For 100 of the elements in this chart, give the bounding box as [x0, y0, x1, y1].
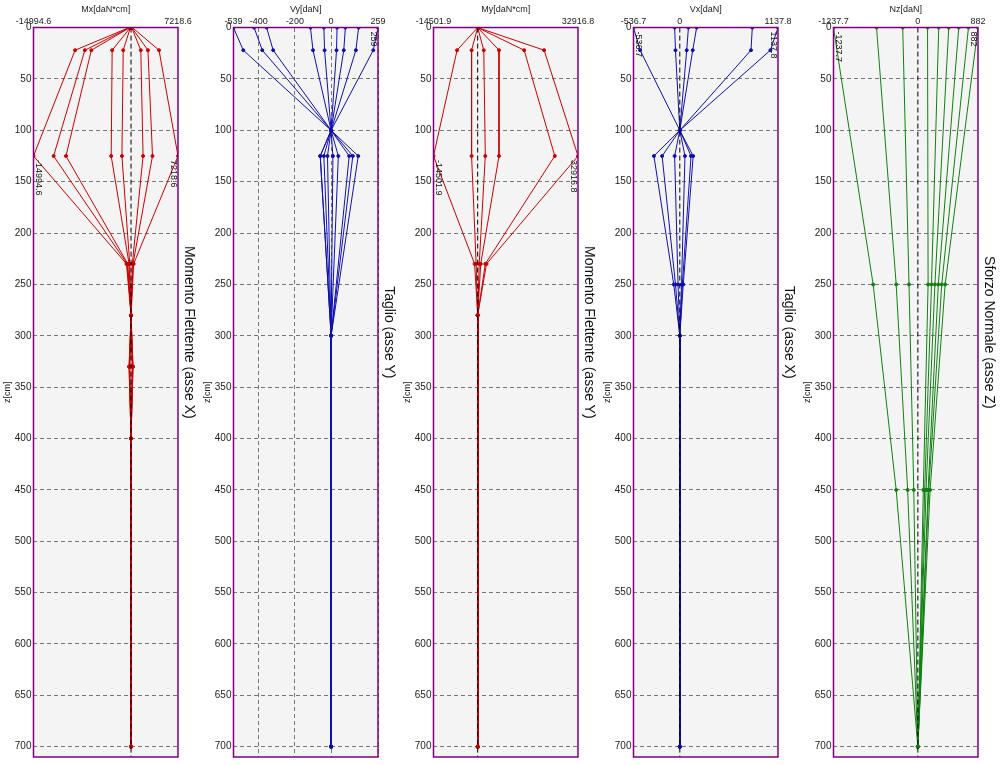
y-tick-label: 650 — [214, 689, 232, 701]
y-tick-label: 700 — [614, 740, 632, 752]
x-tick-label: 1137.8 — [764, 15, 792, 26]
y-axis-title: z[cm] — [601, 381, 612, 404]
y-tick-label: 450 — [214, 483, 232, 495]
y-tick-label: 50 — [420, 72, 432, 84]
y-tick-label: 700 — [214, 740, 232, 752]
y-tick-label: 550 — [614, 586, 632, 598]
y-tick-label: 350 — [214, 380, 232, 392]
x-axis-title: Mx[daN*cm] — [81, 3, 131, 14]
y-tick-label: 100 — [414, 124, 432, 136]
x-tick-label: 882 — [970, 15, 986, 26]
x-axis-title: My[daN*cm] — [481, 3, 531, 14]
x-axis-title: Nz[daN] — [889, 3, 922, 14]
y-tick-label: 300 — [14, 329, 32, 341]
y-tick-label: 300 — [414, 329, 432, 341]
y-tick-label: 350 — [414, 380, 432, 392]
text: Momento Flettente (asse X) — [182, 245, 199, 419]
y-tick-label: 400 — [14, 432, 32, 444]
y-tick-label: 300 — [214, 329, 232, 341]
y-tick-label: 50 — [220, 72, 232, 84]
x-tick-label: 259 — [370, 15, 386, 26]
y-tick-label: 600 — [814, 637, 832, 649]
y-tick-label: 600 — [214, 637, 232, 649]
y-tick-label: 150 — [614, 175, 632, 187]
y-tick-label: 600 — [414, 637, 432, 649]
y-tick-label: 450 — [814, 483, 832, 495]
y-tick-label: 50 — [820, 72, 832, 84]
y-tick-label: 550 — [414, 586, 432, 598]
y-tick-label: 250 — [214, 278, 232, 290]
y-tick-label: 500 — [414, 535, 432, 547]
y-tick-label: 700 — [414, 740, 432, 752]
annotation: -14994.6 — [33, 160, 44, 196]
y-tick-label: 100 — [814, 124, 832, 136]
y-axis-title: z[cm] — [401, 381, 412, 404]
y-tick-label: 300 — [614, 329, 632, 341]
y-tick-label: 600 — [14, 637, 32, 649]
y-tick-label: 550 — [14, 586, 32, 598]
annotation: 7218.6 — [169, 160, 180, 188]
y-tick-label: 200 — [614, 226, 632, 238]
annotation: 32916.8 — [569, 160, 580, 193]
y-tick-label: 50 — [20, 72, 32, 84]
y-tick-label: 350 — [14, 380, 32, 392]
x-axis-title: Vy[daN] — [289, 3, 322, 14]
x-tick-label: 0 — [677, 15, 683, 26]
y-tick-label: 250 — [14, 278, 32, 290]
y-tick-label: 350 — [814, 380, 832, 392]
y-tick-label: 600 — [614, 637, 632, 649]
y-tick-label: 650 — [414, 689, 432, 701]
y-axis-title: z[cm] — [201, 381, 212, 404]
y-tick-label: 150 — [14, 175, 32, 187]
y-tick-label: 200 — [14, 226, 32, 238]
y-tick-label: 550 — [814, 586, 832, 598]
x-tick-label: -400 — [249, 15, 268, 26]
y-tick-label: 350 — [614, 380, 632, 392]
y-tick-label: 150 — [214, 175, 232, 187]
y-tick-label: 450 — [14, 483, 32, 495]
y-tick-label: 250 — [614, 278, 632, 290]
text: Momento Flettente (asse Y) — [582, 246, 599, 419]
y-tick-label: 700 — [14, 740, 32, 752]
y-tick-label: 700 — [814, 740, 832, 752]
y-tick-label: 400 — [814, 432, 832, 444]
text: Taglio (asse Y) — [382, 286, 399, 379]
y-tick-label: 400 — [614, 432, 632, 444]
y-tick-label: 500 — [214, 535, 232, 547]
y-tick-label: 650 — [14, 689, 32, 701]
y-tick-label: 500 — [614, 535, 632, 547]
x-tick-label: 7218.6 — [164, 15, 192, 26]
y-tick-label: 550 — [214, 586, 232, 598]
y-tick-label: 300 — [814, 329, 832, 341]
x-tick-label: 0 — [328, 15, 334, 26]
y-tick-label: 100 — [14, 124, 32, 136]
y-tick-label: 100 — [614, 124, 632, 136]
y-tick-label: 500 — [14, 535, 32, 547]
y-tick-label: 200 — [214, 226, 232, 238]
y-tick-label: 400 — [214, 432, 232, 444]
y-tick-label: 250 — [414, 278, 432, 290]
x-tick-label: 0 — [915, 15, 921, 26]
annotation: -14501.9 — [433, 160, 444, 196]
y-tick-label: 150 — [814, 175, 832, 187]
y-tick-label: 650 — [814, 689, 832, 701]
text: Sforzo Normale (asse Z) — [982, 256, 999, 409]
y-tick-label: 100 — [214, 124, 232, 136]
y-tick-label: 200 — [814, 226, 832, 238]
y-tick-label: 500 — [814, 535, 832, 547]
y-tick-label: 250 — [814, 278, 832, 290]
text: Taglio (asse X) — [782, 286, 799, 379]
annotation: 259 — [369, 31, 380, 47]
y-tick-label: 150 — [414, 175, 432, 187]
y-tick-label: 450 — [614, 483, 632, 495]
y-tick-label: 650 — [614, 689, 632, 701]
y-axis-title: z[cm] — [801, 381, 812, 404]
y-tick-label: 400 — [414, 432, 432, 444]
x-tick-label: 32916.8 — [561, 15, 595, 26]
x-axis-title: Vx[daN] — [689, 3, 722, 14]
y-tick-label: 50 — [620, 72, 632, 84]
y-axis-title: z[cm] — [1, 381, 12, 404]
y-tick-label: 450 — [414, 483, 432, 495]
x-tick-label: -200 — [285, 15, 304, 26]
annotation: 882 — [969, 31, 980, 47]
